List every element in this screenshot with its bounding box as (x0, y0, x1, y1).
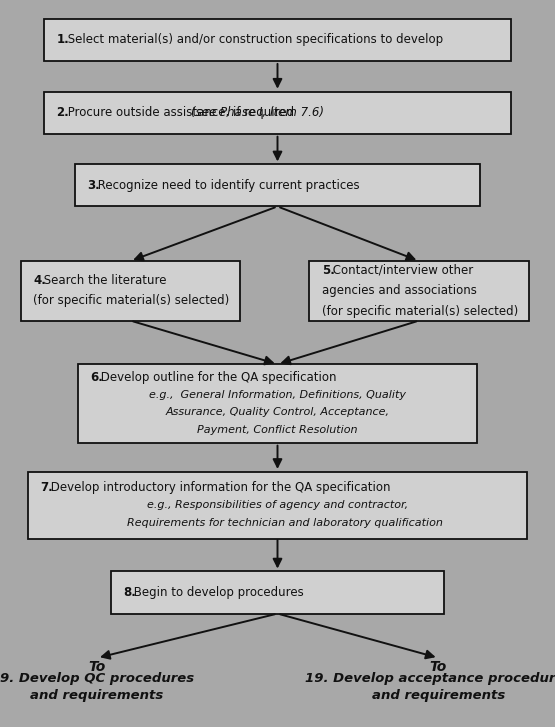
Text: 1.: 1. (57, 33, 69, 47)
Text: agencies and associations: agencies and associations (322, 284, 477, 297)
Text: 9. Develop QC procedures
and requirements: 9. Develop QC procedures and requirement… (0, 672, 194, 702)
Text: Recognize need to identify current practices: Recognize need to identify current pract… (94, 179, 360, 192)
Text: 6.: 6. (90, 371, 103, 384)
Text: Assurance, Quality Control, Acceptance,: Assurance, Quality Control, Acceptance, (165, 407, 390, 417)
Bar (310, 261, 529, 321)
Text: To: To (430, 659, 447, 674)
Text: Search the literature: Search the literature (40, 274, 166, 287)
Bar (28, 472, 527, 539)
Text: 19. Develop acceptance procedures
and requirements: 19. Develop acceptance procedures and re… (305, 672, 555, 702)
Text: 8.: 8. (123, 586, 136, 599)
Bar (44, 92, 511, 134)
Bar (75, 164, 480, 206)
Bar (111, 571, 444, 614)
Text: Develop introductory information for the QA specification: Develop introductory information for the… (47, 481, 391, 494)
Text: Contact/interview other: Contact/interview other (329, 264, 473, 277)
Text: (see Phase I, Item 7.6): (see Phase I, Item 7.6) (191, 106, 324, 119)
Bar (44, 19, 511, 61)
Text: 2.: 2. (57, 106, 69, 119)
Bar (78, 364, 477, 443)
Text: 3.: 3. (87, 179, 100, 192)
Text: Payment, Conflict Resolution: Payment, Conflict Resolution (197, 425, 358, 435)
Text: Procure outside assistance, if required: Procure outside assistance, if required (64, 106, 297, 119)
Text: Begin to develop procedures: Begin to develop procedures (130, 586, 304, 599)
Text: (for specific material(s) selected): (for specific material(s) selected) (322, 305, 518, 318)
Text: Develop outline for the QA specification: Develop outline for the QA specification (97, 371, 337, 384)
Text: To: To (88, 659, 106, 674)
Text: Select material(s) and/or construction specifications to develop: Select material(s) and/or construction s… (64, 33, 443, 47)
Text: e.g.,  General Information, Definitions, Quality: e.g., General Information, Definitions, … (149, 390, 406, 400)
Text: 4.: 4. (33, 274, 46, 287)
Text: (for specific material(s) selected): (for specific material(s) selected) (33, 294, 229, 308)
Text: 7.: 7. (40, 481, 53, 494)
Text: Requirements for technician and laboratory qualification: Requirements for technician and laborato… (113, 518, 442, 528)
Text: e.g., Responsibilities of agency and contractor,: e.g., Responsibilities of agency and con… (147, 500, 408, 510)
Text: 5.: 5. (322, 264, 335, 277)
Bar (21, 261, 240, 321)
